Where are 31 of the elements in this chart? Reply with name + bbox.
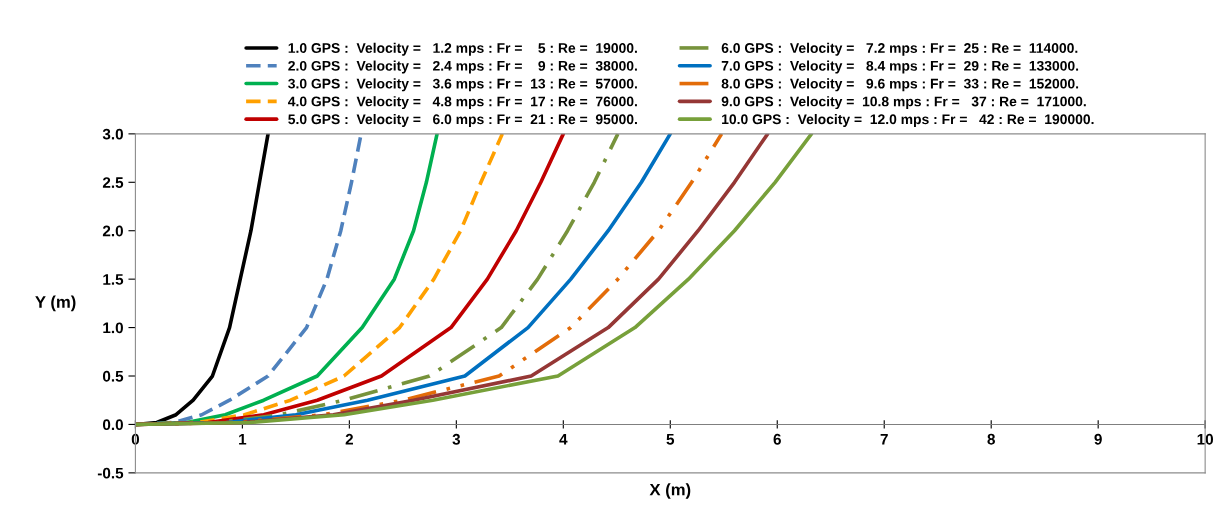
x-tick-label: 9 [1094, 433, 1102, 445]
legend-label: 9.0 GPS : Velocity = 10.8 mps : Fr = 37 : Re = 171000. [721, 96, 1086, 110]
legend-label: 6.0 GPS : Velocity = 7.2 mps : Fr = 25 : Re = 114000. [721, 42, 1078, 56]
legend-label: 1.0 GPS : Velocity = 1.2 mps : Fr = 5 : Re = 19000. [288, 42, 637, 56]
y-tick-label: 3.0 [102, 128, 123, 140]
legend-label: 2.0 GPS : Velocity = 2.4 mps : Fr = 9 : Re = 38000. [288, 60, 637, 74]
x-tick-label: 7 [880, 434, 888, 445]
y-tick-label: 0.0 [102, 419, 123, 431]
y-tick-label: 0.5 [102, 370, 124, 382]
legend-label: 3.0 GPS : Velocity = 3.6 mps : Fr = 13 : Re = 57000. [288, 78, 637, 92]
y-tick-label: -0.5 [97, 467, 124, 479]
legend-label: 4.0 GPS : Velocity = 4.8 mps : Fr = 17 : Re = 76000. [287, 96, 637, 110]
x-tick-label: 6 [773, 433, 781, 445]
y-tick-label: 2.0 [102, 225, 123, 237]
legend-label: 10.0 GPS : Velocity = 12.0 mps : Fr = 42 : Re = 190000. [722, 113, 1094, 127]
y-tick-label: 2.5 [102, 177, 124, 188]
x-tick-label: 1 [239, 434, 247, 445]
x-tick-label: 0 [131, 433, 140, 445]
legend-label: 5.0 GPS : Velocity = 6.0 mps : Fr = 21 : Re = 95000. [288, 113, 637, 127]
x-axis-title: X (m) [649, 483, 691, 499]
x-tick-label: 8 [987, 433, 995, 445]
y-axis-title: Y (m) [35, 295, 76, 312]
legend-label: 7.0 GPS : Velocity = 8.4 mps : Fr = 29 : Re = 133000. [721, 60, 1079, 74]
x-tick-label: 2 [345, 433, 353, 445]
x-tick-label: 5 [666, 434, 675, 445]
y-tick-label: 1.0 [103, 322, 123, 334]
x-tick-label: 3 [452, 433, 461, 445]
x-tick-label: 4 [559, 434, 568, 445]
legend-label: 8.0 GPS : Velocity = 9.6 mps : Fr = 33 : Re = 152000. [721, 78, 1079, 92]
y-tick-label: 1.5 [103, 274, 124, 285]
x-tick-label: 10 [1197, 433, 1214, 445]
